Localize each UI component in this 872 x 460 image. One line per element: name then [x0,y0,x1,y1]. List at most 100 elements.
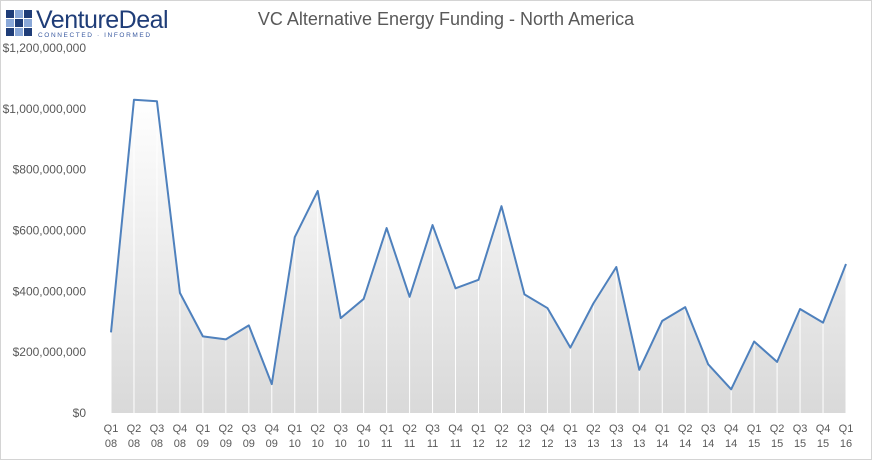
y-tick-label: $800,000,000 [13,163,87,177]
x-tick-quarter: Q4 [356,423,371,435]
x-tick-quarter: Q3 [333,423,348,435]
data-point [707,363,710,366]
x-tick-year: 09 [197,438,209,450]
x-tick-year: 14 [656,438,668,450]
x-tick-year: 11 [450,438,461,450]
x-tick-quarter: Q2 [770,423,785,435]
logo-wordmark: VentureDeal [36,6,169,34]
x-tick-year: 10 [312,438,324,450]
x-tick-year: 09 [220,438,232,450]
data-point [753,340,756,343]
y-tick-label: $1,000,000,000 [3,102,87,116]
x-tick-quarter: Q3 [793,423,808,435]
x-tick-year: 08 [174,438,186,450]
y-tick-label: $0 [73,406,87,420]
x-tick-quarter: Q1 [104,423,119,435]
data-point [362,297,365,300]
x-tick-quarter: Q1 [563,423,578,435]
data-point [224,338,227,341]
x-tick-quarter: Q1 [839,423,854,435]
x-tick-year: 10 [289,438,301,450]
data-point [776,360,779,363]
data-point [132,98,135,101]
x-tick-quarter: Q2 [402,423,417,435]
data-point [592,302,595,305]
x-tick-quarter: Q3 [150,423,165,435]
x-tick-year: 08 [105,438,117,450]
data-point [661,319,664,322]
data-point [270,383,273,386]
x-tick-year: 15 [817,438,829,450]
x-tick-quarter: Q2 [310,423,325,435]
data-point [454,287,457,290]
logo-grid-icon [6,10,32,36]
x-tick-year: 13 [564,438,576,450]
data-point [615,266,618,269]
data-point [385,227,388,230]
data-point [201,335,204,338]
x-tick-year: 09 [243,438,255,450]
x-tick-year: 15 [794,438,806,450]
y-tick-label: $1,200,000,000 [3,41,87,55]
x-tick-quarter: Q4 [264,423,279,435]
x-tick-quarter: Q1 [379,423,394,435]
x-tick-year: 12 [518,438,530,450]
x-tick-quarter: Q1 [287,423,302,435]
data-point [316,189,319,192]
x-tick-year: 11 [427,438,438,450]
x-tick-year: 09 [266,438,278,450]
data-point [500,205,503,208]
x-tick-quarter: Q2 [586,423,601,435]
data-point [110,331,113,334]
x-tick-year: 10 [358,438,370,450]
data-point [155,100,158,103]
x-tick-year: 15 [748,438,760,450]
x-tick-quarter: Q2 [219,423,234,435]
x-tick-quarter: Q4 [173,423,188,435]
x-tick-year: 14 [725,438,737,450]
data-point [247,324,250,327]
x-tick-year: 15 [771,438,783,450]
x-tick-quarter: Q1 [471,423,486,435]
x-tick-quarter: Q1 [196,423,211,435]
x-tick-year: 12 [541,438,553,450]
data-point [546,307,549,310]
data-point [638,368,641,371]
x-tick-quarter: Q3 [609,423,624,435]
data-point [408,295,411,298]
x-tick-quarter: Q4 [816,423,831,435]
x-tick-quarter: Q4 [724,423,739,435]
venturedeal-logo: VentureDeal CONNECTED · INFORMED [6,6,171,40]
y-axis: $0 $200,000,000 $400,000,000 $600,000,000 $8… [3,41,87,420]
logo-tagline: CONNECTED · INFORMED [38,32,152,39]
data-point [845,262,848,265]
x-tick-quarter: Q4 [632,423,647,435]
x-tick-quarter: Q2 [127,423,142,435]
data-point [293,236,296,239]
x-tick-year: 08 [128,438,140,450]
x-tick-year: 11 [404,438,415,450]
x-tick-quarter: Q1 [655,423,670,435]
chart-title: VC Alternative Energy Funding - North Am… [257,9,635,29]
data-point [569,346,572,349]
data-point [477,278,480,281]
y-tick-label: $200,000,000 [13,345,87,359]
x-tick-year: 11 [381,438,392,450]
x-tick-year: 12 [495,438,507,450]
data-point [339,317,342,320]
x-tick-quarter: Q3 [517,423,532,435]
x-tick-quarter: Q1 [747,423,762,435]
x-tick-quarter: Q4 [448,423,463,435]
x-tick-quarter: Q4 [540,423,555,435]
data-point [822,321,825,324]
data-point [431,224,434,227]
x-tick-year: 13 [633,438,645,450]
x-tick-year: 13 [610,438,622,450]
x-tick-quarter: Q3 [425,423,440,435]
y-tick-label: $400,000,000 [13,284,87,298]
x-tick-year: 12 [472,438,484,450]
x-tick-quarter: Q2 [494,423,509,435]
data-point [684,306,687,309]
data-point [178,291,181,294]
